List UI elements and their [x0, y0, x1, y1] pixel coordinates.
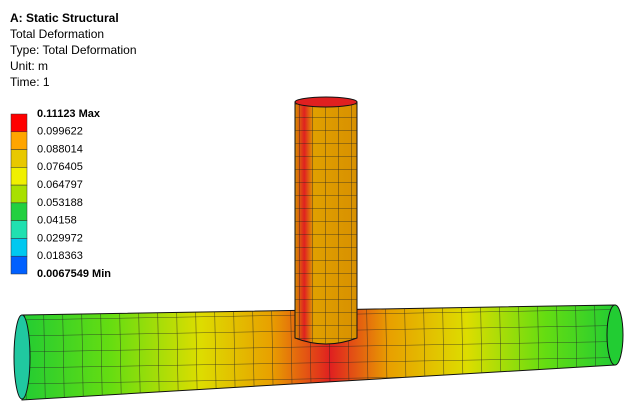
legend-swatch	[10, 113, 28, 133]
legend-swatch	[10, 202, 28, 221]
header-line: Type: Total Deformation	[10, 43, 137, 57]
legend-label: 0.0067549 Min	[37, 268, 111, 280]
legend-label: 0.099622	[37, 126, 83, 138]
analysis-title: A: Static Structural	[10, 11, 119, 25]
legend-label: 0.053188	[37, 197, 83, 209]
legend-swatch	[10, 184, 28, 204]
legend-swatch	[10, 255, 28, 275]
legend-label: 0.076405	[37, 161, 83, 173]
legend-swatch	[10, 238, 28, 257]
legend-label: 0.064797	[37, 179, 83, 191]
header-line: Total Deformation	[10, 27, 105, 41]
legend-label: 0.04158	[37, 215, 77, 227]
legend-label: 0.018363	[37, 250, 83, 262]
header-line: Unit: m	[10, 59, 49, 73]
model-geometry	[13, 96, 624, 401]
legend-label: 0.088014	[37, 143, 83, 155]
legend-swatch	[10, 167, 28, 186]
legend-swatch	[10, 149, 28, 168]
legend-swatch	[10, 131, 28, 150]
legend-label: 0.11123 Max	[37, 108, 101, 120]
header-line: Time: 1	[10, 75, 50, 89]
legend-swatch	[10, 220, 28, 239]
legend-label: 0.029972	[37, 232, 83, 244]
